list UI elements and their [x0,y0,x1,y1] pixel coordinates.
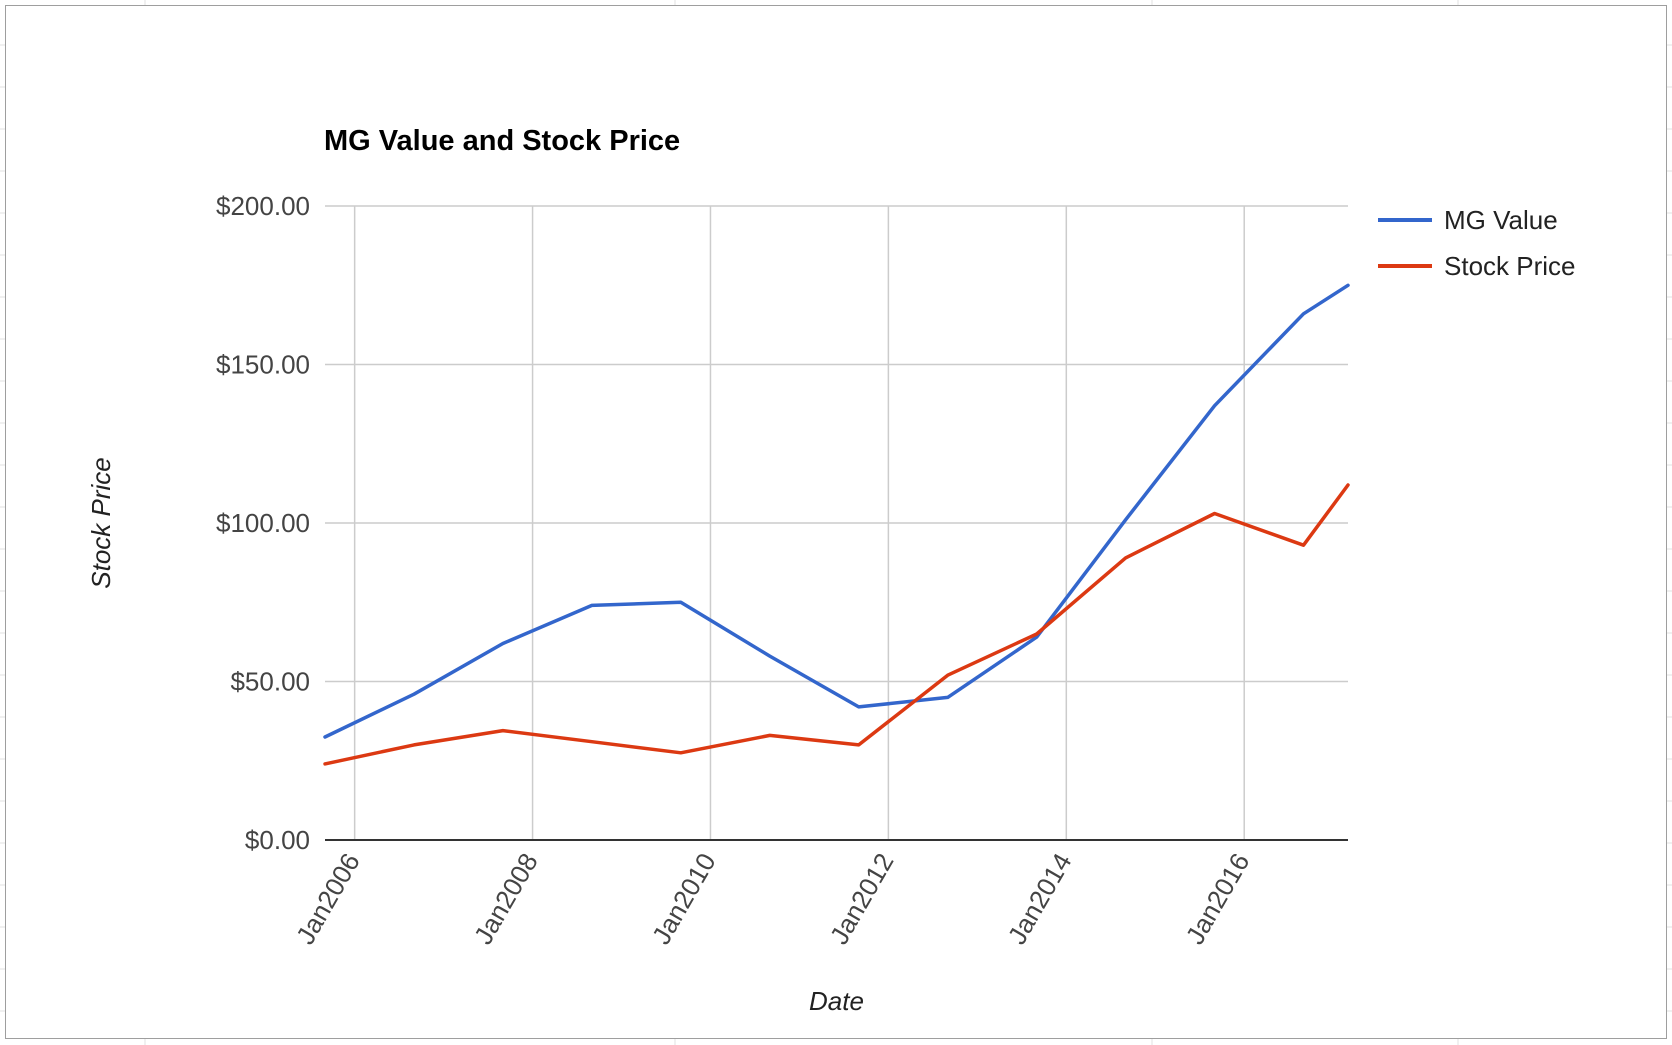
series-line-mg-value [323,283,1350,739]
x-tick-label: Jan2006 [290,848,366,949]
chart-title: MG Value and Stock Price [324,125,680,157]
x-tick-label: Jan2010 [646,848,722,949]
line-chart: $0.00 $50.00 $100.00 $150.00 $200.00 Jan2006 J… [86,125,1576,1016]
x-tick-label: Jan2008 [468,848,544,949]
x-tick-label: Jan2012 [824,848,900,949]
x-axis-title: Date [809,986,864,1016]
legend-label-mg-value: MG Value [1444,205,1558,235]
y-tick-label: $50.00 [230,667,310,697]
y-tick-label: $200.00 [216,191,310,221]
x-tick-label: Jan2016 [1180,848,1256,949]
grid-lines [325,205,1348,840]
x-tick-label: Jan2014 [1002,848,1078,949]
axes: $0.00 $50.00 $100.00 $150.00 $200.00 Jan2006 J… [216,191,1348,949]
series-line-stock-price [323,483,1350,766]
y-tick-label: $100.00 [216,508,310,538]
chart-container[interactable]: $0.00 $50.00 $100.00 $150.00 $200.00 Jan2006 J… [5,5,1667,1039]
y-tick-label: $0.00 [245,825,310,855]
series-lines [323,283,1350,766]
y-axis-title: Stock Price [86,457,116,589]
legend: MG Value Stock Price [1378,205,1576,281]
y-tick-label: $150.00 [216,350,310,380]
legend-label-stock-price: Stock Price [1444,251,1576,281]
